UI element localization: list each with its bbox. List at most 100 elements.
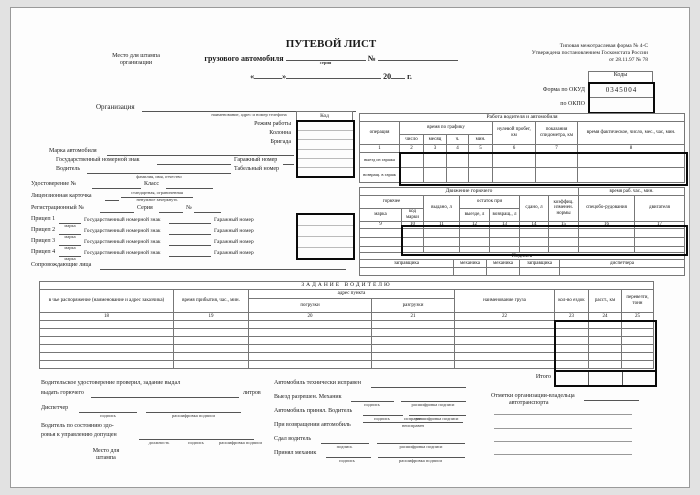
trailer-2-garage-label: Гаражный номер bbox=[214, 228, 254, 234]
data-cell bbox=[248, 336, 372, 345]
data-cell bbox=[173, 320, 249, 329]
work-table-data-frame bbox=[399, 152, 688, 186]
decode-hint: расшифровка подписи bbox=[415, 416, 459, 421]
issue-fuel-label: выдать горючего bbox=[41, 390, 84, 396]
sign-col-header: диспетчера bbox=[559, 259, 685, 269]
decode-hint: расшифровка подписи bbox=[219, 440, 262, 445]
trailer-1-label: Прицеп 1 bbox=[31, 216, 56, 222]
data-cell bbox=[173, 360, 249, 369]
col-subheader: число bbox=[399, 134, 424, 145]
data-cell bbox=[486, 267, 520, 277]
code-row bbox=[298, 159, 353, 168]
col-subheader: выезде, л bbox=[459, 208, 490, 222]
col-header-worktime: время раб. час., мин. bbox=[578, 187, 685, 196]
data-cell bbox=[39, 320, 174, 329]
owner-notes-line-blank bbox=[494, 428, 632, 429]
task-table-title: ЗАДАНИЕ ВОДИТЕЛЮ bbox=[39, 281, 654, 290]
tab-number-label: Табельный номер bbox=[234, 166, 280, 172]
waybill-form-page: Место для штампа организации ПУТЕВОЙ ЛИС… bbox=[10, 7, 690, 488]
form-title: ПУТЕВОЙ ЛИСТ bbox=[285, 38, 377, 50]
total-cell bbox=[589, 372, 623, 385]
work-table-title: Работа водителя и автомобиля bbox=[358, 113, 686, 122]
owner-notes-line-blank bbox=[494, 414, 632, 415]
col-header-special-equip: спецобо-рудования bbox=[578, 195, 635, 222]
stamp-place-line2: штампа bbox=[96, 455, 116, 461]
driver-hint: фамилия, имя, отчество bbox=[136, 174, 182, 179]
data-cell bbox=[371, 336, 455, 345]
organization-hint: наименование, адрес и номер телефона bbox=[211, 112, 287, 117]
data-cell bbox=[454, 352, 555, 361]
escort-label: Сопровождающие лица bbox=[31, 262, 92, 268]
fuel-table-title: Движение горючего bbox=[359, 187, 579, 196]
series-blank: серия bbox=[285, 54, 366, 65]
organization-blank bbox=[142, 111, 356, 112]
form-subtitle-line: грузового автомобиля серия № bbox=[181, 54, 481, 65]
decode-hint: расшифровка подписи bbox=[172, 413, 215, 418]
trailer-4-label: Прицеп 4 bbox=[31, 249, 56, 255]
number-blank bbox=[377, 54, 458, 61]
health-note-line1: Водитель по состоянию здо- bbox=[41, 423, 114, 429]
tech-ok-label: Автомобиль технически исправен bbox=[274, 380, 361, 386]
task-table: ЗАДАНИЕ ВОДИТЕЛЮ в чье распоряжение (наи… bbox=[39, 281, 654, 369]
org-stamp-note-line2: организации bbox=[119, 60, 153, 66]
received-sign-blank bbox=[326, 457, 371, 458]
data-cell bbox=[39, 360, 174, 369]
data-cell bbox=[39, 328, 174, 337]
depart-ok-label: Выезд разрешен. Механик bbox=[274, 394, 342, 400]
no-label: № bbox=[186, 205, 192, 211]
on-return-label: При возвращении автомобиль bbox=[274, 422, 351, 428]
fuel-table: Движение горючего время раб. час., мин. … bbox=[359, 187, 685, 256]
col-header-address: адрес пункта bbox=[248, 289, 455, 299]
col-header-distance: расст., км bbox=[588, 289, 622, 313]
col-subheader-unloading: разгрузки bbox=[371, 298, 455, 313]
stamp-place-line1: Место для bbox=[92, 448, 120, 454]
quote-open: « bbox=[250, 72, 255, 81]
data-cell bbox=[173, 344, 249, 353]
total-cell bbox=[556, 372, 590, 385]
trailer-2-brand-blank bbox=[59, 234, 81, 235]
col-header-fuel: горючее bbox=[359, 195, 424, 209]
trailer-3-label: Прицеп 3 bbox=[31, 238, 56, 244]
data-cell bbox=[371, 360, 455, 369]
trailer-4-brand-blank bbox=[59, 256, 81, 257]
trailer-3-garage-label: Гаражный номер bbox=[214, 239, 254, 245]
year-suffix: г. bbox=[407, 72, 412, 81]
col-header-speedometer: показания спидометра, км bbox=[535, 121, 578, 145]
trailer-1-garage-label: Гаражный номер bbox=[214, 217, 254, 223]
code-row bbox=[298, 150, 353, 159]
trailer-3-brand-blank bbox=[59, 245, 81, 246]
health-blank bbox=[139, 439, 254, 440]
received-label: Принял механик bbox=[274, 450, 317, 456]
col-header-remainder: остаток при bbox=[459, 195, 520, 209]
reg-number-label: Регистрационный № bbox=[31, 205, 84, 211]
trailer-4-garage-label: Гаражный номер bbox=[214, 250, 254, 256]
col-header-operation: операция bbox=[359, 121, 400, 145]
series-label: Серия bbox=[137, 205, 153, 211]
fuel-table-data-frame bbox=[401, 225, 688, 256]
okpo-label: по ОКПО bbox=[560, 101, 585, 107]
data-cell bbox=[559, 267, 685, 277]
trailer-2-plate-label: Государственный номерной знак bbox=[84, 228, 161, 234]
data-cell bbox=[454, 320, 555, 329]
vehicle-brand-label: Марка автомобиля bbox=[49, 148, 97, 154]
duty-hint: должность bbox=[148, 440, 170, 445]
data-cell bbox=[173, 336, 249, 345]
data-cell bbox=[248, 320, 372, 329]
col-header-schedule: время по графику bbox=[399, 121, 493, 135]
task-total-label: Итого bbox=[535, 374, 551, 380]
okud-label: Форма по ОКУД bbox=[542, 87, 585, 93]
owner-notes-line1: Отметки организации-владельца bbox=[491, 393, 575, 399]
decode-hint: расшифровка подписи bbox=[399, 458, 442, 463]
data-cell bbox=[173, 328, 249, 337]
work-table: Работа водителя и автомобиля операция вр… bbox=[358, 113, 686, 183]
sign-hint: подпись bbox=[100, 413, 116, 418]
task-table-data-frame bbox=[554, 320, 657, 372]
sign-col-header: заправщика bbox=[519, 259, 560, 269]
tech-ok-blank bbox=[371, 387, 466, 388]
number-sign: № bbox=[367, 54, 376, 63]
data-cell bbox=[621, 360, 654, 369]
okpo-code-value bbox=[590, 98, 653, 111]
handed-decode-blank bbox=[377, 443, 465, 444]
brigade-label: Бригада bbox=[270, 139, 292, 145]
code-row bbox=[298, 226, 353, 237]
